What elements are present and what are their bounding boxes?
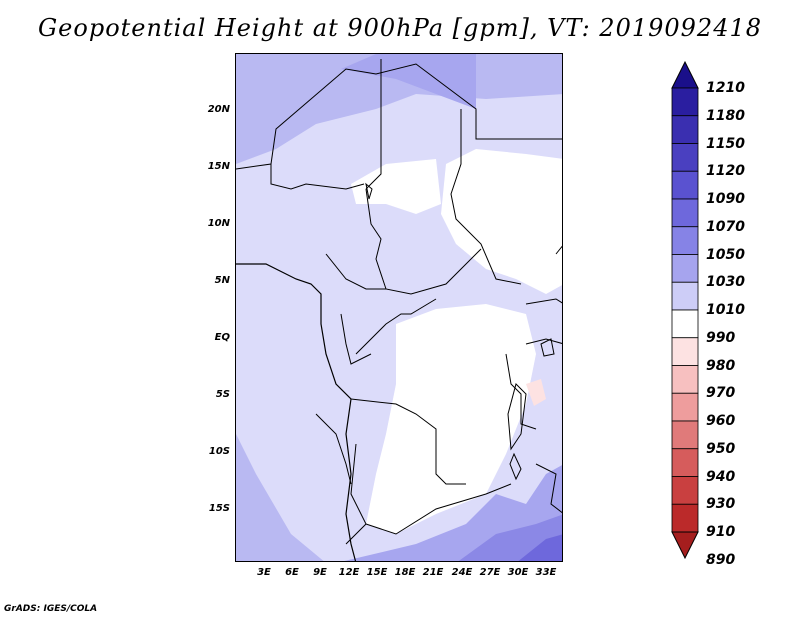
colorbar-band xyxy=(671,392,699,422)
colorbar-band xyxy=(671,115,699,144)
chart-title: Geopotential Height at 900hPa [gpm], VT:… xyxy=(38,14,762,42)
lat-label-20n: 20N xyxy=(207,104,230,115)
colorbar-bottom-triangle xyxy=(671,531,699,560)
colorbar xyxy=(671,60,699,560)
lon-label-21e: 21E xyxy=(422,567,444,578)
colorbar-label: 1050 xyxy=(706,246,745,263)
colorbar-label: 990 xyxy=(706,329,736,346)
colorbar-band xyxy=(671,309,699,339)
colorbar-label: 910 xyxy=(706,524,736,540)
colorbar-label: 1090 xyxy=(706,191,745,207)
field-low-central xyxy=(366,304,536,534)
field-low-northeast xyxy=(441,149,562,294)
map-panel xyxy=(235,53,563,562)
lat-label-15n: 15N xyxy=(207,161,230,172)
colorbar-top-triangle xyxy=(671,60,699,89)
colorbar-label: 940 xyxy=(706,468,736,485)
colorbar-band xyxy=(671,226,699,255)
lon-label-3e: 3E xyxy=(257,567,271,578)
colorbar-label: 890 xyxy=(706,551,736,568)
colorbar-label: 970 xyxy=(706,385,736,402)
colorbar-band xyxy=(671,281,699,311)
colorbar-band xyxy=(671,143,699,172)
field-low-north-central xyxy=(351,159,441,214)
lon-label-33e: 33E xyxy=(535,567,557,578)
field-low-980 xyxy=(526,379,546,406)
field-southwest-high xyxy=(236,434,324,561)
field-north-high xyxy=(236,54,562,164)
lon-label-18e: 18E xyxy=(394,567,416,578)
colorbar-label: 930 xyxy=(706,496,736,513)
colorbar-band xyxy=(671,254,699,283)
colorbar-band xyxy=(671,365,699,394)
lon-label-9e: 9E xyxy=(313,567,327,578)
lat-label-5s: 5S xyxy=(215,389,230,400)
lon-label-24e: 24E xyxy=(451,567,473,578)
country-boundaries xyxy=(236,59,562,545)
field-north-peak xyxy=(341,54,476,109)
colorbar-band xyxy=(671,337,699,366)
lat-label-15s: 15S xyxy=(208,503,230,514)
lon-label-30e: 30E xyxy=(507,567,529,578)
colorbar-label: 960 xyxy=(706,413,736,429)
lakes xyxy=(365,182,555,481)
colorbar-band xyxy=(671,420,699,450)
colorbar-band xyxy=(671,476,699,505)
colorbar-label: 950 xyxy=(706,440,736,457)
coastline xyxy=(236,263,357,561)
colorbar-label: 980 xyxy=(706,357,736,374)
map-svg xyxy=(236,54,562,561)
colorbar-label: 1070 xyxy=(706,218,745,235)
colorbar-label: 1150 xyxy=(706,135,745,152)
colorbar-band xyxy=(671,87,699,117)
colorbar-label: 1010 xyxy=(706,302,745,318)
lon-label-27e: 27E xyxy=(479,567,501,578)
lat-label-eq: EQ xyxy=(214,332,230,343)
lat-label-5n: 5N xyxy=(214,275,230,286)
colorbar-label: 1210 xyxy=(706,80,745,96)
colorbar-label: 1030 xyxy=(706,274,745,291)
colorbar-label: 1180 xyxy=(706,107,745,124)
colorbar-band xyxy=(671,448,699,477)
field-southeast-highest xyxy=(518,534,562,561)
lon-label-6e: 6E xyxy=(285,567,299,578)
colorbar-band xyxy=(671,198,699,228)
footer-credit: GrADS: IGES/COLA xyxy=(4,604,98,614)
colorbar-band xyxy=(671,503,699,533)
colorbar-band xyxy=(671,170,699,200)
lon-label-12e: 12E xyxy=(338,567,360,578)
colorbar-label: 1120 xyxy=(706,163,745,180)
lon-label-15e: 15E xyxy=(366,567,388,578)
lat-label-10n: 10N xyxy=(207,218,230,229)
lat-label-10s: 10S xyxy=(208,446,230,457)
